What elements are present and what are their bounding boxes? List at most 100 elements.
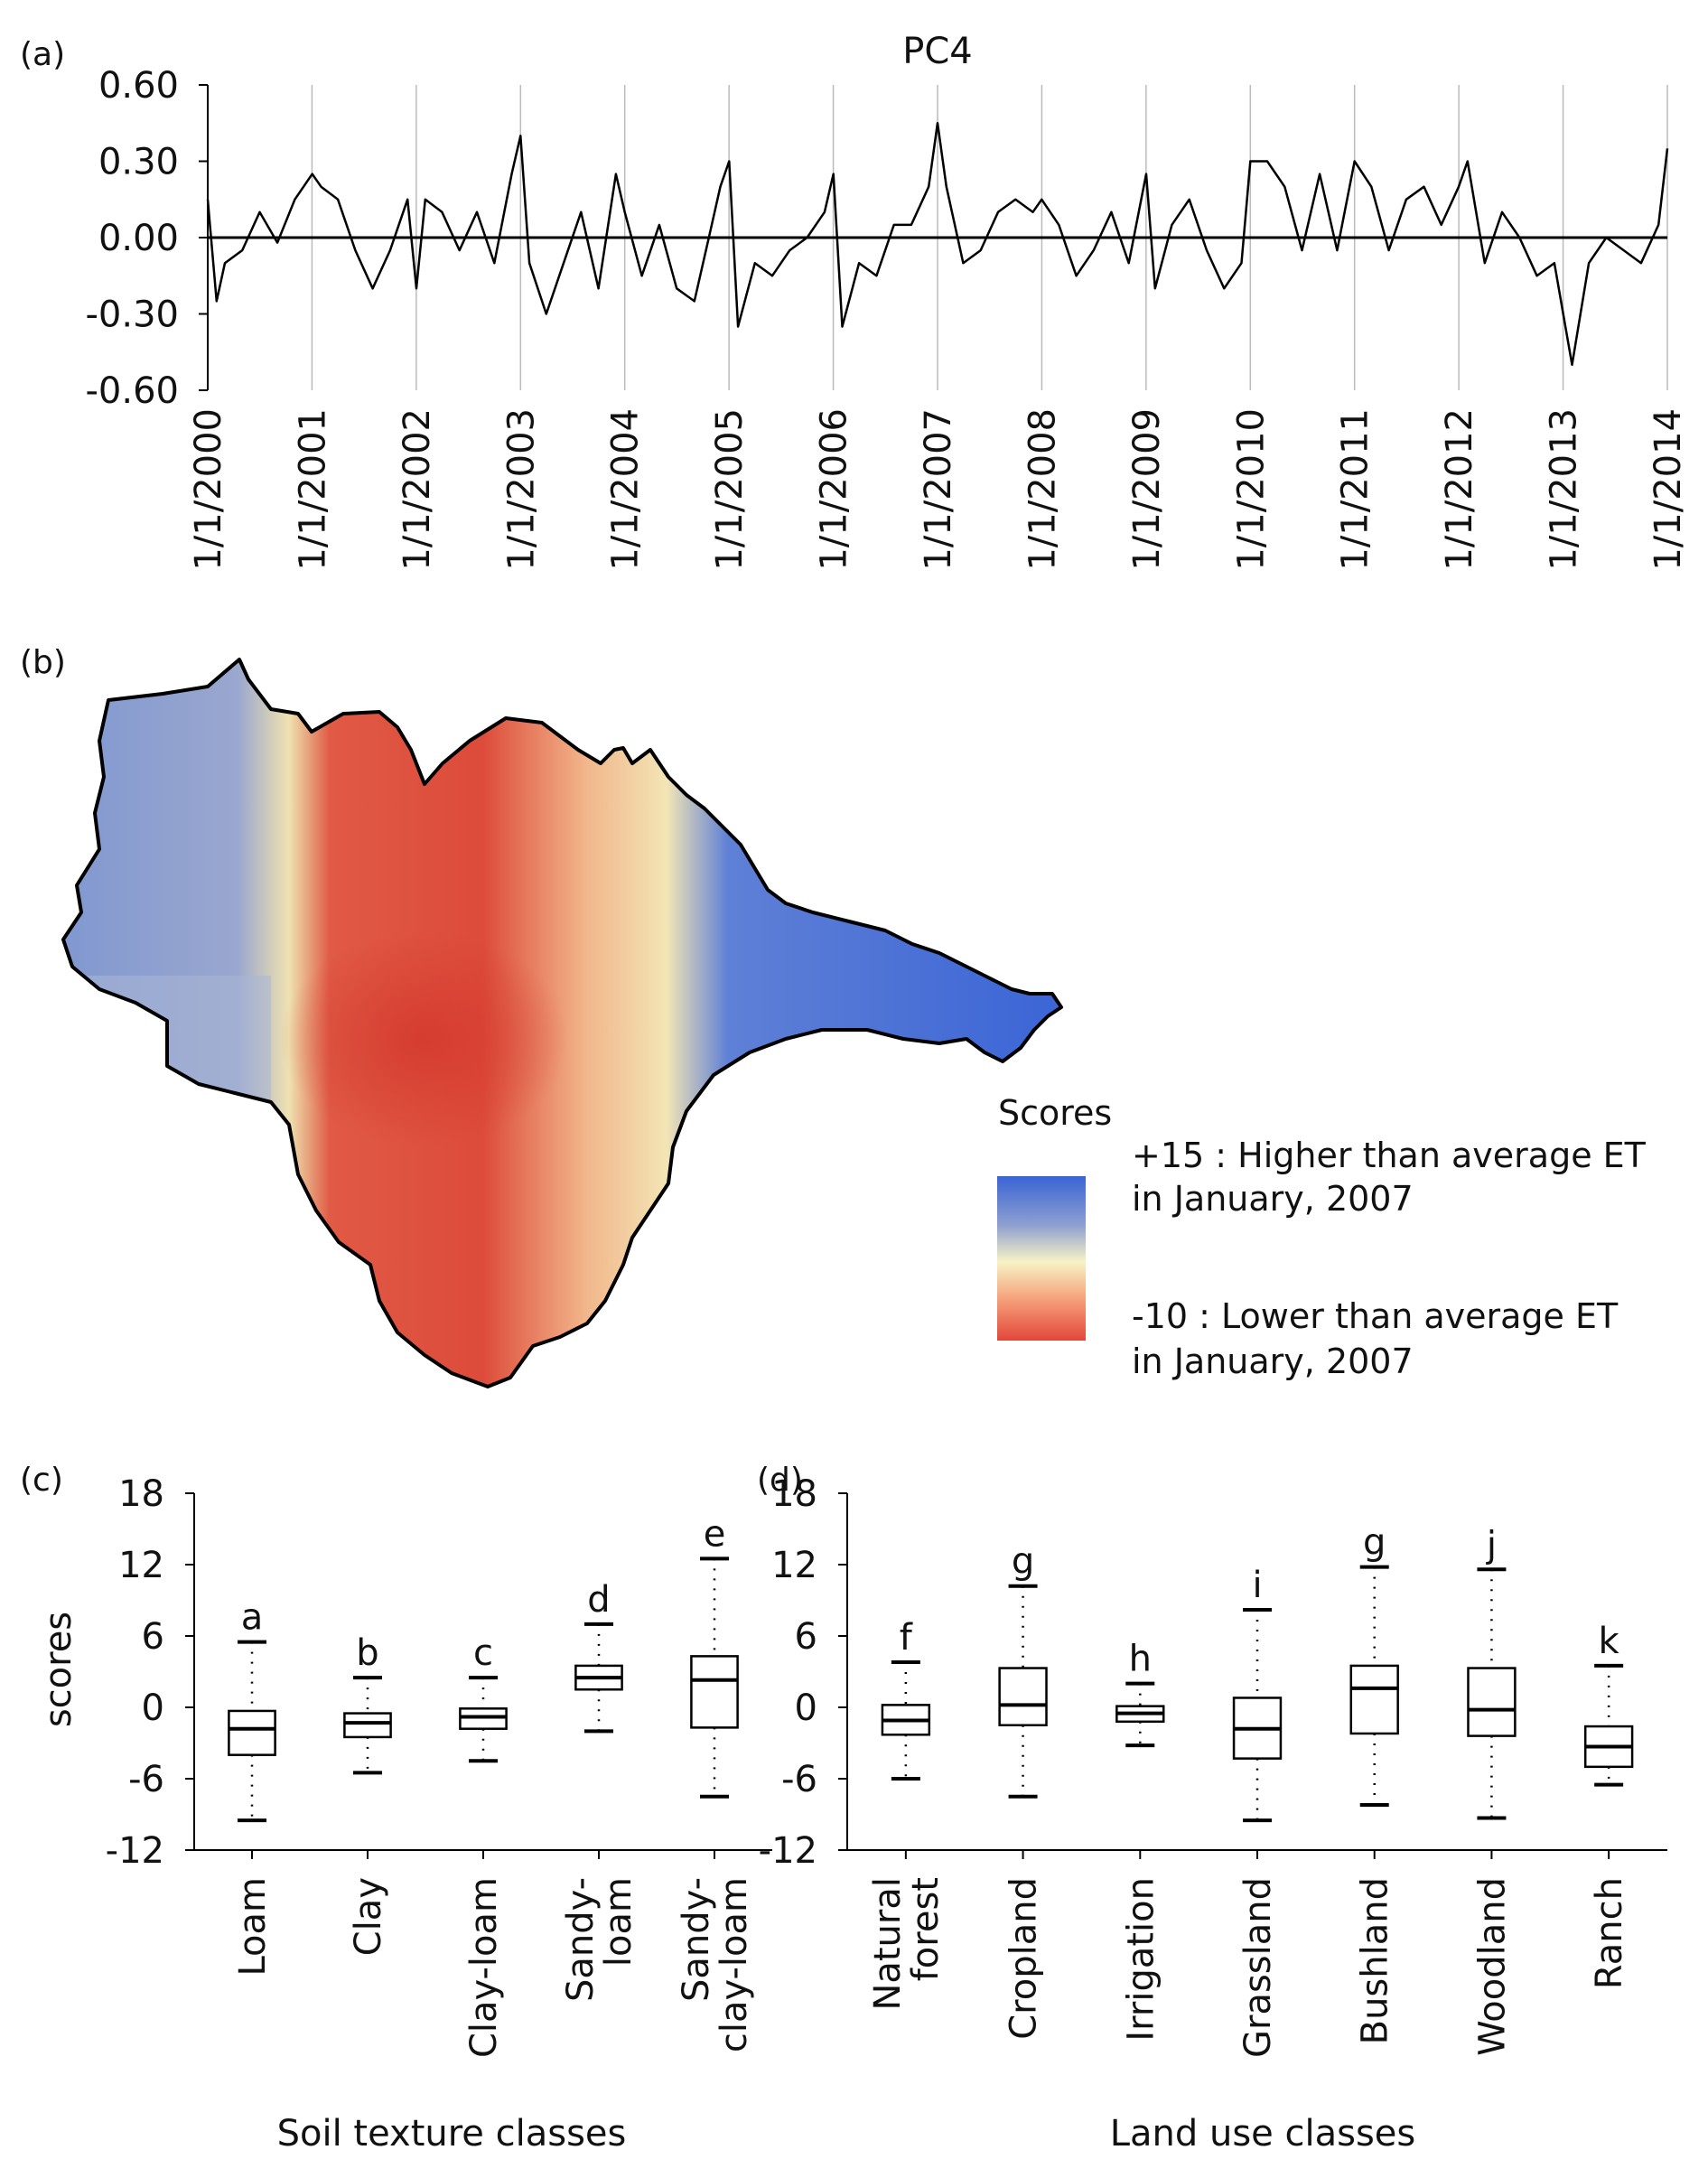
category-label: clay-loam (714, 1877, 755, 2052)
legend-colorbar (997, 1176, 1086, 1341)
box-bushland: g (1349, 1522, 1399, 1807)
y-tick-label: 0.60 (98, 65, 179, 107)
legend-low-line-2: in January, 2007 (1132, 1341, 1414, 1381)
category-label: Woodland (1471, 1877, 1513, 2056)
box-grassland: i (1232, 1565, 1283, 1823)
significance-letter: c (473, 1632, 493, 1674)
significance-letter: k (1599, 1621, 1620, 1662)
category-label: Irrigation (1120, 1877, 1162, 2042)
y-tick-label: 0 (795, 1687, 817, 1729)
y-tick-label: -6 (781, 1759, 817, 1800)
box-iqr (998, 1667, 1048, 1727)
box-sandy-clay-loam: e (690, 1513, 739, 1799)
box-iqr (343, 1712, 392, 1739)
legend-high-line-1: +15 : Higher than average ET (1132, 1136, 1647, 1175)
y-tick-label: 18 (118, 1473, 164, 1515)
category-label: Bushland (1355, 1877, 1396, 2044)
x-tick-label: 1/1/2003 (500, 408, 542, 571)
box-iqr (228, 1709, 276, 1756)
y-tick-label: 12 (771, 1545, 817, 1586)
pc4-series-line (206, 121, 1669, 367)
panel-a-title: PC4 (902, 31, 973, 72)
x-tick-label: 1/1/2006 (814, 408, 855, 571)
panel-a: (a) PC4 0.60 0.30 0.00 -0.30 -0.60 1/1/2000 1… (20, 31, 1689, 571)
y-tick-label: 0.00 (98, 218, 179, 259)
panel-c: (c) scores 18 12 6 0 -6 -12 a b c d e Loam Clay Cla… (20, 1462, 772, 2155)
significance-letter: f (900, 1617, 913, 1659)
panel-c-label: (c) (20, 1462, 63, 1499)
box-iqr (1349, 1664, 1399, 1735)
significance-letter: g (1363, 1522, 1386, 1564)
box-iqr (1467, 1667, 1517, 1737)
box-irrigation: h (1115, 1639, 1165, 1748)
panel-c-y-ticks: 18 12 6 0 -6 -12 (106, 1473, 194, 1872)
y-tick-label: 0 (142, 1687, 164, 1729)
map-boundary (61, 658, 1063, 1388)
map-lower-west-field (63, 976, 271, 1102)
box-loam: a (228, 1597, 276, 1823)
box-cropland: g (998, 1541, 1048, 1799)
category-label: Clay-loam (463, 1877, 505, 2058)
panel-d-x-axis-title: Land use classes (1110, 2113, 1416, 2155)
box-iqr (690, 1655, 739, 1729)
category-label: Clay (348, 1877, 389, 1956)
score-legend: Scores +15 : Higher than average ET in J… (997, 1093, 1647, 1381)
category-label: Sandy- (560, 1877, 602, 2002)
y-tick-label: 12 (118, 1545, 164, 1586)
box-ranch: k (1583, 1621, 1634, 1787)
legend-high-line-2: in January, 2007 (1132, 1179, 1414, 1219)
significance-letter: j (1486, 1524, 1497, 1566)
panel-a-label: (a) (20, 36, 65, 73)
panel-c-category-labels: Loam Clay Clay-loam Sandy-loam Sandy-clay-lo… (232, 1850, 755, 2058)
y-tick-label: -12 (106, 1830, 164, 1872)
box-woodland: j (1467, 1524, 1517, 1820)
y-tick-label: -0.60 (86, 370, 180, 412)
y-tick-label: 6 (142, 1616, 164, 1658)
significance-letter: h (1129, 1639, 1152, 1680)
panel-b-label: (b) (20, 644, 66, 681)
y-tick-label: 6 (795, 1616, 817, 1658)
x-tick-label: 1/1/2007 (918, 408, 959, 571)
significance-letter: b (356, 1632, 378, 1674)
category-label: Natural (867, 1877, 909, 2011)
box-natural-forest: f (881, 1617, 931, 1781)
x-tick-label: 1/1/2010 (1230, 408, 1272, 571)
box-clay-loam: c (459, 1632, 508, 1763)
panel-c-boxes: a b c d e (228, 1513, 739, 1823)
category-label: Sandy- (676, 1877, 717, 2002)
significance-letter: e (704, 1513, 726, 1555)
significance-letter: d (587, 1579, 610, 1621)
panel-c-x-axis-title: Soil texture classes (277, 2113, 627, 2155)
box-sandy-loam: d (574, 1579, 623, 1734)
category-label: Loam (232, 1877, 274, 1977)
category-label: Ranch (1589, 1877, 1630, 1989)
y-tick-label: -6 (128, 1759, 164, 1800)
y-tick-label: -0.30 (86, 294, 180, 336)
panel-a-y-ticks: 0.60 0.30 0.00 -0.30 -0.60 (86, 65, 208, 412)
box-clay: b (343, 1632, 392, 1775)
y-tick-label: 0.30 (98, 142, 179, 183)
significance-letter: i (1252, 1565, 1262, 1606)
category-label: Grassland (1237, 1877, 1279, 2058)
panel-b: (b) Scores +15 : Higher than average ET … (20, 644, 1647, 1388)
legend-title: Scores (998, 1093, 1112, 1133)
panel-d-label: (d) (757, 1462, 803, 1499)
y-tick-label: -12 (759, 1830, 817, 1872)
panel-c-y-axis-title: scores (38, 1612, 79, 1727)
x-tick-label: 1/1/2005 (709, 408, 751, 571)
y-tick-label: 18 (771, 1473, 817, 1515)
x-tick-label: 1/1/2011 (1335, 408, 1377, 571)
category-label: Cropland (1003, 1877, 1045, 2040)
x-tick-label: 1/1/2009 (1126, 408, 1168, 571)
x-tick-label: 1/1/2000 (188, 408, 229, 571)
catchment-map (61, 658, 1063, 1388)
panel-d-boxes: f g h i g j k (881, 1522, 1634, 1823)
x-tick-label: 1/1/2013 (1544, 408, 1585, 571)
legend-low-line-1: -10 : Lower than average ET (1132, 1296, 1619, 1336)
x-tick-label: 1/1/2008 (1022, 408, 1063, 571)
significance-letter: a (241, 1597, 264, 1639)
significance-letter: g (1012, 1541, 1034, 1583)
